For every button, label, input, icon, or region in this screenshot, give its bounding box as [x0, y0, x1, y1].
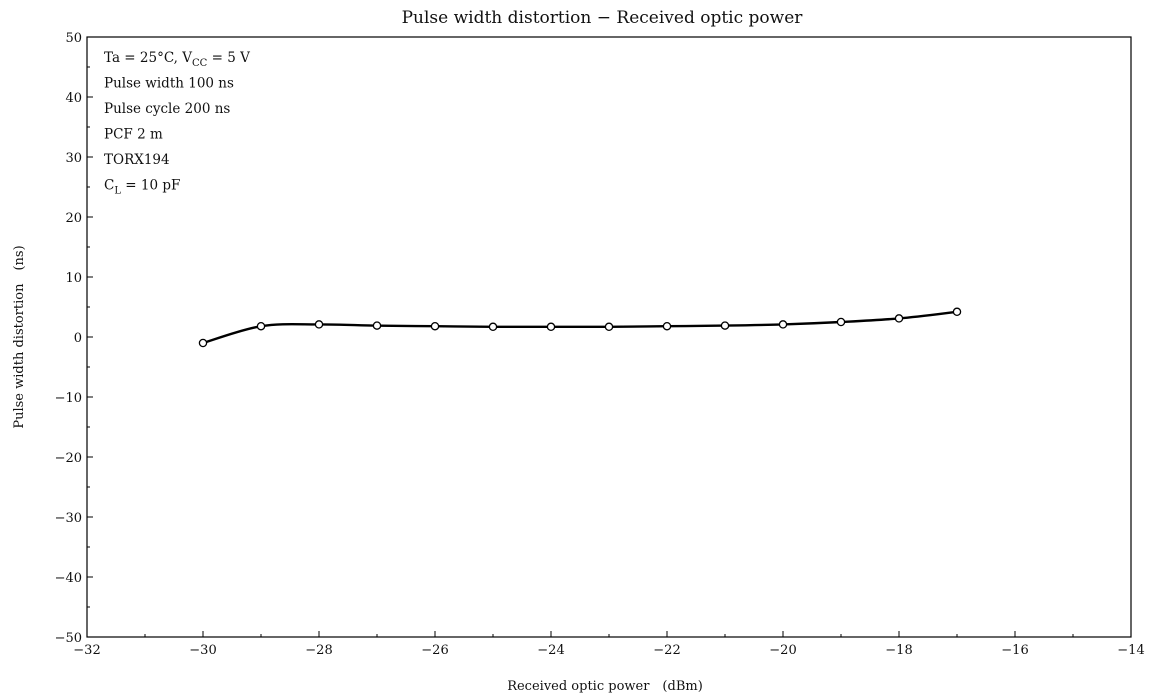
y-tick-label: 10: [65, 271, 82, 286]
condition-line: Ta = 25°C, VCC = 5 V: [104, 50, 250, 69]
condition-line: TORX194: [104, 152, 170, 168]
x-axis: −32 −30 −28 −26 −24 −22 −20 −18 −16 −14: [73, 631, 1145, 658]
x-tick-label: −22: [653, 643, 680, 658]
data-point: [430, 321, 440, 331]
x-tick-label: −16: [1001, 643, 1028, 658]
y-axis: −50 −40 −30 −20 −10 0 10 20 30 40 50: [55, 31, 93, 646]
data-point: [314, 320, 324, 329]
series-markers: [198, 307, 962, 348]
x-tick-label: −14: [1117, 643, 1144, 658]
y-axis-label: Pulse width distortion (ns): [12, 245, 27, 428]
data-point: [894, 314, 904, 323]
x-tick-label: −28: [305, 643, 332, 658]
y-tick-label: −50: [55, 631, 82, 646]
y-tick-label: −10: [55, 391, 82, 406]
y-tick-label: −30: [55, 511, 82, 526]
data-point: [198, 338, 208, 348]
condition-line: Pulse width 100 ns: [104, 76, 234, 92]
data-point: [720, 321, 730, 330]
condition-line: PCF 2 m: [104, 127, 163, 143]
data-point: [952, 307, 962, 317]
series-line: [201, 310, 959, 345]
x-tick-label: −32: [73, 643, 100, 658]
data-point: [836, 317, 846, 327]
x-tick-label: −18: [885, 643, 912, 658]
y-tick-label: 0: [74, 331, 82, 346]
conditions-annotation: Ta = 25°C, VCC = 5 V Pulse width 100 ns Pu…: [104, 50, 250, 197]
y-tick-label: 40: [65, 91, 82, 106]
y-tick-label: −40: [55, 571, 82, 586]
y-tick-label: 20: [65, 211, 82, 226]
chart-title: Pulse width distortion − Received optic …: [402, 8, 804, 28]
condition-line: Pulse cycle 200 ns: [104, 101, 230, 117]
x-tick-label: −26: [421, 643, 448, 658]
data-point: [256, 321, 266, 331]
data-point: [778, 320, 788, 329]
y-tick-label: 30: [65, 151, 82, 166]
plot-frame: [86, 36, 1132, 638]
data-point: [546, 322, 556, 332]
y-tick-label: −20: [55, 451, 82, 466]
data-point: [662, 321, 672, 331]
x-tick-label: −30: [189, 643, 216, 658]
y-tick-label: 50: [65, 31, 82, 46]
data-point: [488, 322, 498, 332]
x-tick-label: −20: [769, 643, 796, 658]
x-tick-label: −24: [537, 643, 564, 658]
data-point: [372, 321, 382, 330]
data-point: [604, 322, 614, 332]
x-axis-label: Received optic power (dBm): [507, 679, 703, 694]
condition-line: CL = 10 pF: [104, 178, 180, 197]
